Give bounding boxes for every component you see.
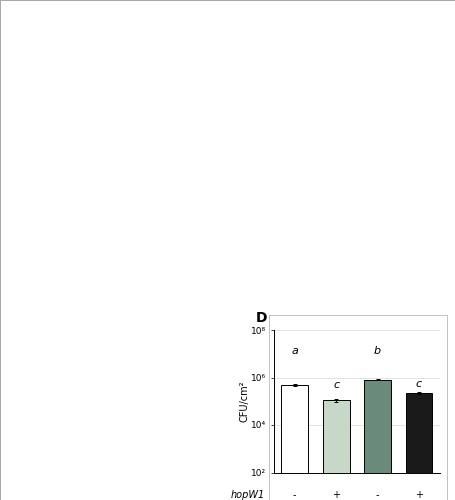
Text: -: - (292, 490, 295, 500)
Text: c: c (415, 379, 421, 389)
Text: a: a (291, 346, 298, 356)
Bar (363, 380, 390, 500)
Text: +: + (415, 490, 422, 500)
Bar (322, 400, 349, 500)
Text: D: D (255, 311, 266, 325)
Text: -: - (375, 490, 379, 500)
Text: c: c (332, 380, 339, 390)
Text: hopW1: hopW1 (230, 490, 264, 500)
Bar (281, 384, 308, 500)
Text: +: + (331, 490, 339, 500)
Bar (404, 393, 431, 500)
Y-axis label: CFU/cm²: CFU/cm² (239, 380, 249, 422)
Text: b: b (373, 346, 380, 356)
